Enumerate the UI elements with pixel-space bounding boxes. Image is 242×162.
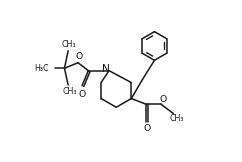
Text: CH₃: CH₃: [62, 87, 77, 96]
Text: CH₃: CH₃: [62, 40, 76, 49]
Text: O: O: [75, 52, 83, 61]
Text: O: O: [143, 124, 150, 133]
Text: O: O: [78, 90, 85, 98]
Text: O: O: [159, 95, 166, 104]
Text: N: N: [102, 64, 110, 74]
Text: H₃C: H₃C: [34, 64, 49, 73]
Text: CH₃: CH₃: [170, 114, 184, 123]
